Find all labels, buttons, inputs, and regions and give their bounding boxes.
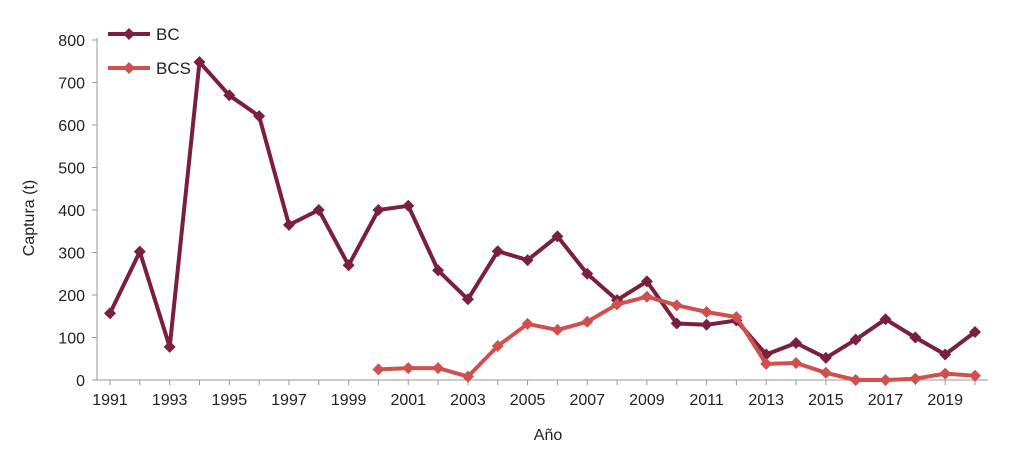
legend-marker-bcs bbox=[123, 62, 135, 74]
legend-label-bcs: BCS bbox=[156, 59, 191, 78]
data-point-bc bbox=[521, 254, 534, 267]
data-point-bc bbox=[282, 218, 295, 231]
x-tick-label: 2009 bbox=[629, 392, 665, 409]
data-point-bcs bbox=[969, 369, 981, 382]
x-tick-label: 2011 bbox=[689, 392, 724, 409]
x-tick-label: 2003 bbox=[450, 392, 486, 409]
data-point-bcs bbox=[581, 315, 594, 328]
data-point-bc bbox=[491, 245, 504, 258]
legend-label-bc: BC bbox=[156, 25, 180, 44]
x-tick-label: 1993 bbox=[152, 392, 188, 409]
data-point-bc bbox=[790, 337, 803, 350]
y-tick-label: 100 bbox=[58, 331, 85, 348]
data-point-bcs bbox=[611, 298, 624, 311]
x-tick-label: 2017 bbox=[868, 392, 904, 409]
x-axis-title: Año bbox=[534, 427, 563, 444]
chart-series bbox=[104, 56, 981, 386]
x-tick-label: 2015 bbox=[808, 392, 844, 409]
y-tick-label: 300 bbox=[58, 246, 85, 263]
data-point-bcs bbox=[521, 317, 534, 330]
data-point-bcs bbox=[551, 323, 564, 336]
data-point-bcs bbox=[670, 299, 683, 312]
x-tick-label: 1995 bbox=[212, 392, 248, 409]
data-point-bcs bbox=[491, 340, 504, 352]
x-tick-label: 2013 bbox=[748, 392, 784, 409]
data-point-bc bbox=[700, 318, 713, 331]
data-point-bcs bbox=[939, 367, 952, 380]
data-point-bc bbox=[551, 230, 564, 243]
data-point-bc bbox=[879, 313, 892, 326]
data-point-bc bbox=[372, 204, 385, 216]
y-axis-ticks: 0 100 200 300 400 500 600 700 800 bbox=[58, 33, 97, 390]
x-axis-ticks: 1991 1993 1995 1997 1999 2001 2003 2005 2007 2009… bbox=[92, 380, 976, 409]
y-tick-label: 200 bbox=[58, 288, 85, 305]
data-point-bcs bbox=[760, 357, 773, 370]
series-line-bc bbox=[108, 60, 977, 360]
data-point-bcs bbox=[849, 374, 862, 386]
legend-marker-bc bbox=[123, 28, 135, 40]
x-tick-label: 1997 bbox=[271, 392, 307, 409]
x-tick-label: 2019 bbox=[927, 392, 963, 409]
data-point-bc bbox=[253, 110, 266, 123]
x-tick-label: 1999 bbox=[331, 392, 367, 409]
data-point-bcs bbox=[819, 366, 832, 379]
data-point-bc bbox=[223, 89, 236, 102]
legend: BC BCS bbox=[108, 25, 191, 78]
y-tick-label: 400 bbox=[58, 203, 85, 220]
y-tick-label: 500 bbox=[58, 161, 85, 178]
data-point-bc bbox=[939, 348, 952, 361]
x-tick-label: 1991 bbox=[92, 392, 128, 409]
data-point-bcs bbox=[402, 362, 415, 375]
data-point-bc bbox=[104, 307, 116, 320]
data-point-bc bbox=[312, 204, 325, 216]
data-point-bc bbox=[909, 331, 922, 344]
data-point-bc bbox=[849, 333, 862, 346]
data-point-bc bbox=[133, 245, 146, 258]
data-point-bcs bbox=[909, 372, 922, 385]
data-point-bc bbox=[342, 259, 355, 272]
data-point-bcs bbox=[730, 311, 743, 324]
y-tick-label: 700 bbox=[58, 76, 85, 93]
data-point-bcs bbox=[372, 363, 385, 376]
data-point-bc bbox=[402, 199, 415, 212]
data-point-bc bbox=[969, 325, 981, 338]
data-point-bc bbox=[819, 351, 832, 364]
chart-axes bbox=[96, 38, 988, 381]
data-point-bcs bbox=[432, 362, 445, 375]
data-point-bc bbox=[461, 293, 474, 306]
data-point-bc bbox=[640, 275, 653, 288]
data-point-bc bbox=[432, 264, 445, 277]
x-tick-label: 2007 bbox=[569, 392, 605, 409]
x-tick-label: 2001 bbox=[390, 392, 426, 409]
y-tick-label: 600 bbox=[58, 118, 85, 135]
data-point-bcs bbox=[700, 306, 713, 318]
data-point-bcs bbox=[461, 370, 474, 383]
data-point-bc bbox=[581, 267, 594, 280]
y-axis-title: Captura (t) bbox=[21, 180, 38, 256]
y-tick-label: 0 bbox=[76, 373, 85, 390]
data-point-bcs bbox=[640, 290, 653, 303]
y-tick-label: 800 bbox=[58, 33, 85, 50]
data-point-bcs bbox=[790, 357, 803, 369]
data-point-bc bbox=[193, 56, 206, 69]
x-tick-label: 2005 bbox=[510, 392, 546, 409]
data-point-bc bbox=[670, 317, 683, 330]
data-point-bcs bbox=[879, 374, 892, 386]
data-point-bc bbox=[163, 340, 176, 353]
